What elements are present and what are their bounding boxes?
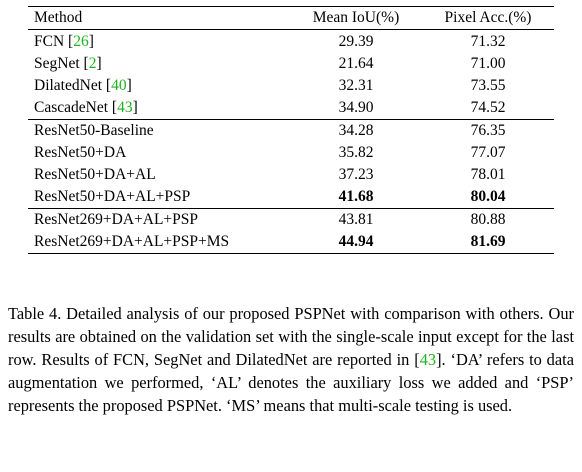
table-row: CascadeNet [43] 34.90 74.52: [28, 97, 554, 120]
pixel-acc-cell: 77.07: [470, 144, 506, 161]
mean-iou-cell: 21.64: [338, 55, 374, 72]
table-row: FCN [26] 29.39 71.32: [28, 30, 554, 54]
mean-iou-cell: 37.23: [338, 166, 374, 183]
pixel-acc-cell: 76.35: [470, 122, 506, 139]
table-row: ResNet50+DA+AL+PSP 41.68 80.04: [28, 186, 554, 209]
table-group-resnet50: ResNet50-Baseline 34.28 76.35 ResNet50+D…: [28, 119, 554, 209]
pixel-acc-cell: 80.04: [470, 188, 506, 205]
method-name: ResNet50+DA+AL+PSP: [34, 188, 191, 205]
table-row: SegNet [2] 21.64 71.00: [28, 53, 554, 75]
mean-iou-cell: 41.68: [338, 188, 374, 205]
pixel-acc-cell: 71.32: [470, 33, 506, 50]
method-name: DilatedNet: [34, 77, 103, 94]
table-row: ResNet50+DA 35.82 77.07: [28, 142, 554, 164]
method-name: ResNet269+DA+AL+PSP+MS: [34, 233, 230, 250]
pixel-acc-cell: 73.55: [470, 77, 506, 94]
table-caption: Table 4. Detailed analysis of our propos…: [8, 303, 574, 417]
table-group-prior-methods: FCN [26] 29.39 71.32 SegNet [2] 21.64 71…: [28, 30, 554, 120]
caption-text-2: ]. ‘DA’ refers to data augmentation we p…: [8, 349, 574, 415]
table-group-resnet269: ResNet269+DA+AL+PSP 43.81 80.88 ResNet26…: [28, 208, 554, 254]
table-row: ResNet269+DA+AL+PSP+MS 44.94 81.69: [28, 231, 554, 254]
table-header-row: Method Mean IoU(%) Pixel Acc.(%): [28, 6, 554, 30]
mean-iou-cell: 32.31: [338, 77, 374, 94]
pixel-acc-cell: 81.69: [470, 233, 506, 250]
header-method: Method: [34, 9, 83, 26]
caption-text-1: Table 4. Detailed analysis of our propos…: [8, 304, 574, 369]
results-table-container: Method Mean IoU(%) Pixel Acc.(%) FCN [26…: [28, 6, 554, 254]
mean-iou-cell: 44.94: [338, 233, 374, 250]
pixel-acc-cell: 74.52: [470, 99, 506, 116]
citation-link[interactable]: 43: [117, 99, 133, 116]
results-table: Method Mean IoU(%) Pixel Acc.(%) FCN [26…: [28, 6, 554, 254]
method-name: ResNet269+DA+AL+PSP: [34, 211, 199, 228]
mean-iou-cell: 35.82: [338, 144, 374, 161]
mean-iou-cell: 43.81: [338, 211, 374, 228]
method-name: FCN: [34, 33, 65, 50]
header-pixel-acc: Pixel Acc.(%): [444, 9, 532, 26]
mean-iou-cell: 34.90: [338, 99, 374, 116]
mean-iou-cell: 29.39: [338, 33, 374, 50]
method-name: CascadeNet: [34, 99, 109, 116]
pixel-acc-cell: 71.00: [470, 55, 506, 72]
header-mean-iou: Mean IoU(%): [312, 9, 400, 26]
pixel-acc-cell: 80.88: [470, 211, 506, 228]
citation-link[interactable]: 2: [88, 55, 97, 72]
table-row: ResNet50-Baseline 34.28 76.35: [28, 119, 554, 143]
table-row: ResNet50+DA+AL 37.23 78.01: [28, 164, 554, 186]
pixel-acc-cell: 78.01: [470, 166, 506, 183]
method-name: SegNet: [34, 55, 80, 72]
table-row: ResNet269+DA+AL+PSP 43.81 80.88: [28, 208, 554, 232]
method-name: ResNet50+DA+AL: [34, 166, 156, 183]
method-name: ResNet50-Baseline: [34, 122, 154, 139]
caption-citation-link[interactable]: 43: [419, 349, 437, 369]
table-row: DilatedNet [40] 32.31 73.55: [28, 75, 554, 97]
citation-link[interactable]: 26: [73, 33, 89, 50]
mean-iou-cell: 34.28: [338, 122, 374, 139]
method-name: ResNet50+DA: [34, 144, 127, 161]
citation-link[interactable]: 40: [111, 77, 127, 94]
